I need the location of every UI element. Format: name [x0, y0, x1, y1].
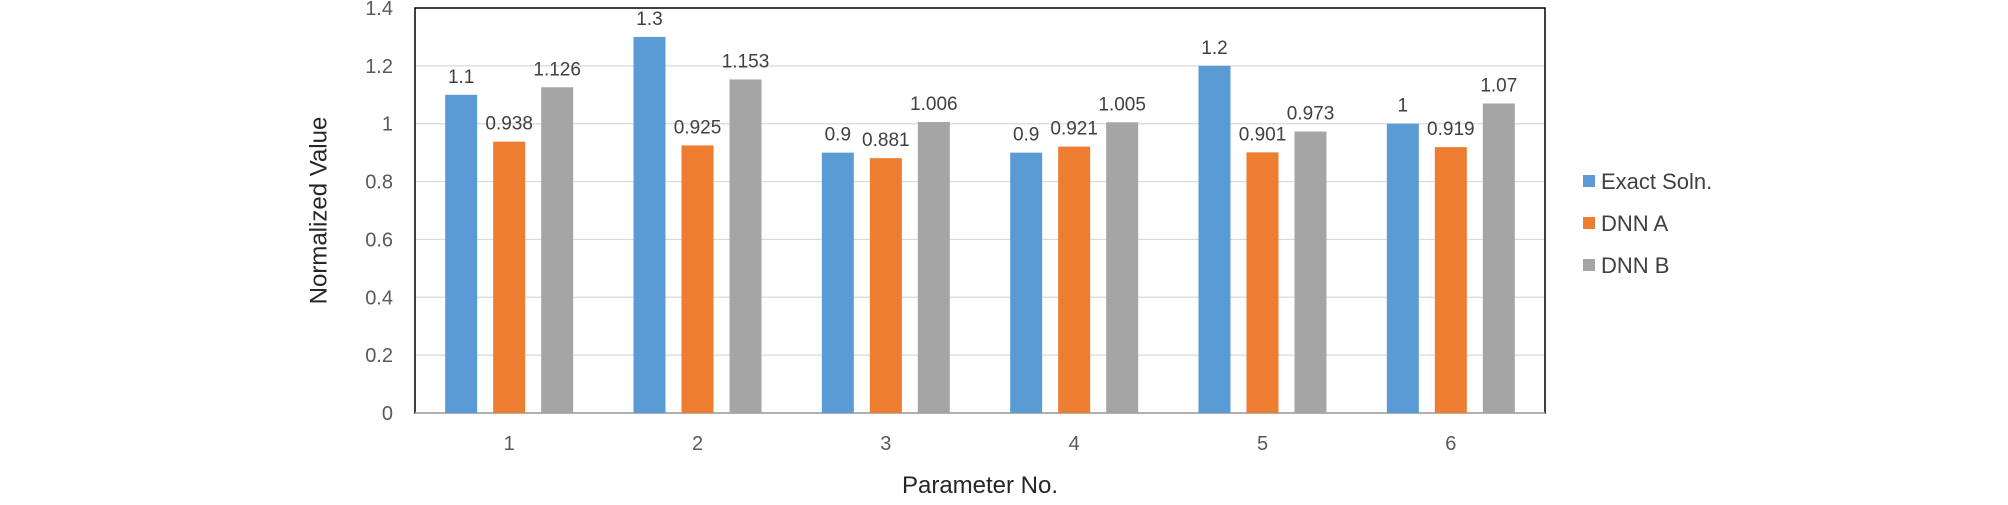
bar [1106, 122, 1139, 414]
bar [541, 87, 574, 413]
y-axis-title: Normalized Value [305, 117, 332, 305]
data-label: 0.881 [862, 130, 910, 151]
bar [445, 94, 478, 414]
bar [1386, 123, 1419, 413]
y-tick-label: 0.4 [365, 287, 393, 309]
legend: Exact Soln. DNN A DNN B [1583, 169, 1712, 278]
data-label: 0.9 [825, 125, 851, 146]
y-tick-label: 1.4 [365, 0, 393, 20]
data-label: 1.126 [533, 59, 581, 80]
data-label: 1 [1398, 96, 1409, 117]
y-tick-label: 0.2 [365, 345, 393, 367]
data-label: 0.938 [485, 114, 533, 135]
bar [633, 36, 666, 414]
plot-area-frame [414, 7, 1546, 414]
legend-label: DNN A [1601, 211, 1669, 236]
data-label: 1.006 [910, 94, 958, 115]
data-label: 0.921 [1050, 119, 1098, 140]
data-label: 0.901 [1239, 124, 1287, 145]
data-label: 1.153 [722, 51, 770, 72]
data-label: 0.925 [674, 117, 722, 138]
x-tick-label: 4 [1069, 433, 1080, 455]
data-label: 1.3 [636, 9, 662, 30]
bar [493, 141, 526, 413]
data-label: 1.005 [1098, 94, 1146, 115]
legend-swatch [1583, 175, 1595, 187]
data-label: 0.9 [1013, 125, 1039, 146]
legend-label: Exact Soln. [1601, 169, 1712, 194]
bar [681, 145, 714, 414]
bar [729, 79, 762, 413]
bar [1294, 131, 1327, 413]
bars [445, 36, 1515, 414]
y-tick-label: 0.8 [365, 172, 393, 194]
bar [1246, 152, 1279, 413]
data-label: 0.973 [1287, 104, 1335, 125]
legend-label: DNN B [1601, 253, 1669, 278]
y-tick-label: 1 [382, 114, 393, 136]
gridlines [415, 65, 1545, 356]
y-tick-label: 0 [382, 403, 393, 425]
bar [869, 158, 902, 413]
bar [1482, 103, 1515, 413]
data-label: 0.919 [1427, 119, 1475, 140]
y-tick-labels: 0 0.2 0.4 0.6 0.8 1 1.2 1.4 [365, 0, 393, 425]
legend-swatch [1583, 217, 1595, 229]
x-tick-label: 5 [1257, 433, 1268, 455]
x-axis-title: Parameter No. [902, 472, 1058, 499]
data-label: 1.2 [1201, 38, 1227, 59]
legend-swatch [1583, 259, 1595, 271]
bar [917, 121, 950, 413]
data-label: 1.07 [1480, 75, 1517, 96]
bar [1434, 147, 1467, 413]
bar [1010, 152, 1043, 413]
x-tick-label: 3 [880, 433, 891, 455]
bar [1058, 146, 1091, 413]
y-tick-label: 1.2 [365, 56, 393, 78]
bar [1198, 65, 1231, 413]
x-tick-label: 1 [504, 433, 515, 455]
bar [821, 152, 854, 413]
y-tick-label: 0.6 [365, 229, 393, 251]
data-label: 1.1 [448, 67, 474, 88]
x-tick-label: 2 [692, 433, 703, 455]
x-tick-label: 6 [1445, 433, 1456, 455]
x-tick-labels: 1 2 3 4 5 6 [504, 433, 1457, 455]
